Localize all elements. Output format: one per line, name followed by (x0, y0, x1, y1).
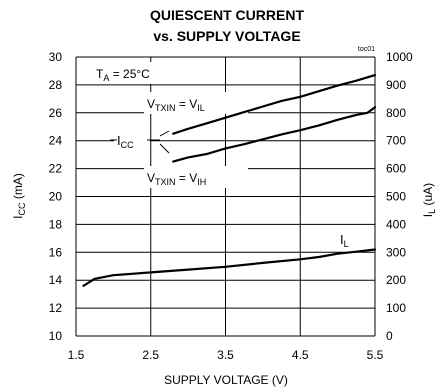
series-line-0 (172, 73, 377, 135)
y-left-tick-label-3: 16 (49, 245, 63, 259)
vih-label-background (144, 166, 248, 188)
y-right-tick-label-6: 600 (386, 162, 406, 176)
annotation-vtxin-vih: VTXIN = VIH (147, 171, 206, 187)
annotation-icc: ICC (117, 133, 134, 150)
y-left-tick-label-5: 20 (49, 190, 63, 204)
annotation-temperature: TA = 25°C (96, 67, 150, 83)
icc-pointer-upper (159, 130, 170, 137)
figure-id: toc01 (358, 46, 375, 53)
y-left-tick-label-2: 14 (49, 273, 63, 287)
annotation-vtxin-vil: VTXIN = VIL (147, 97, 205, 113)
x-tick-label-3: 4.5 (292, 348, 309, 362)
vil-label-background (144, 92, 248, 114)
y-left-tick-label-0: 10 (49, 329, 63, 343)
y-right-tick-label-5: 500 (386, 190, 406, 204)
chart-title-line1: QUIESCENT CURRENT (150, 7, 304, 23)
x-axis-label: SUPPLY VOLTAGE (V) (164, 373, 288, 387)
annotations: TA = 25°C VTXIN = VIL VTXIN = VIH ICC IL (86, 62, 349, 249)
y-right-tick-label-0: 0 (386, 329, 393, 343)
series-line-1 (172, 106, 377, 163)
y-right-tick-label-4: 400 (386, 217, 406, 231)
y-right-tick-label-1: 100 (386, 301, 406, 315)
y-left-tick-label-9: 28 (49, 78, 63, 92)
y-left-tick-label-10: 30 (49, 50, 63, 64)
y-right-tick-label-9: 900 (386, 78, 406, 92)
y-left-tick-label-6: 22 (49, 162, 63, 176)
series (82, 73, 377, 287)
y-left-tick-label-1: 12 (49, 301, 63, 315)
y-right-tick-label-3: 300 (386, 245, 406, 259)
x-tick-label-4: 5.5 (367, 348, 384, 362)
x-tick-label-2: 3.5 (217, 348, 234, 362)
y-left-tick-label-4: 18 (49, 217, 63, 231)
y-right-tick-label-7: 700 (386, 134, 406, 148)
series-line-2 (82, 248, 377, 287)
x-tick-label-1: 2.5 (142, 348, 159, 362)
icc-label-background (114, 128, 150, 152)
y-right-tick-label-2: 200 (386, 273, 406, 287)
annotation-il: IL (340, 232, 349, 249)
y-right-tick-label-10: 1000 (386, 50, 413, 64)
chart-title-line2: vs. SUPPLY VOLTAGE (153, 28, 300, 44)
y-left-tick-label-8: 26 (49, 106, 63, 120)
y-left-tick-label-7: 24 (49, 134, 63, 148)
tick-labels: 1.5 2.5 3.5 4.5 5.51012141618202224262830010… (49, 50, 413, 362)
y-right-tick-label-8: 800 (386, 106, 406, 120)
y-axis-left-label: ICC (mA) (11, 173, 27, 219)
icc-pointer-lower (159, 143, 170, 154)
temp-label-background (86, 62, 166, 84)
x-tick-label-0: 1.5 (68, 348, 85, 362)
y-axis-right-label: IL (uA) (421, 183, 437, 217)
